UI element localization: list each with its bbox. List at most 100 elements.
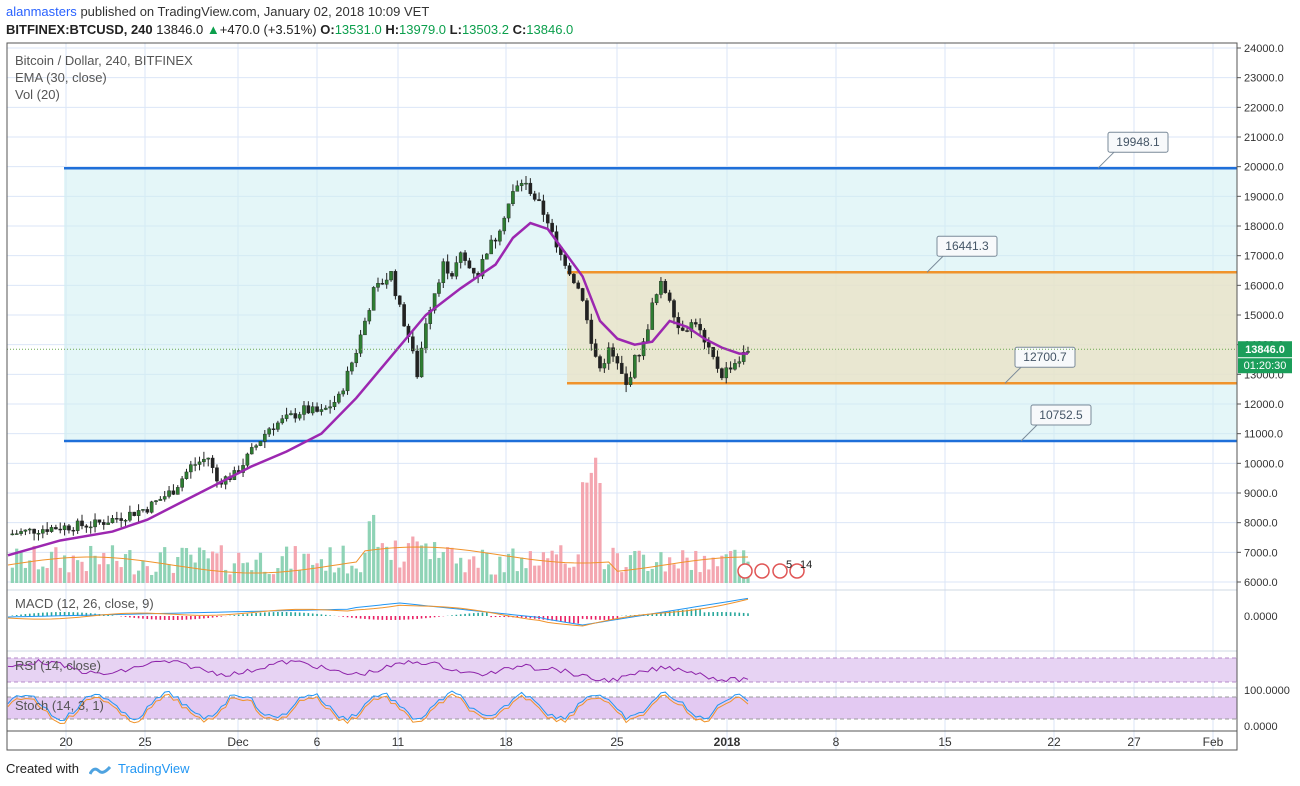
up-arrow-icon: ▲: [206, 22, 220, 37]
volume-bar: [58, 567, 62, 583]
volume-bar: [263, 571, 267, 583]
candle-body: [415, 350, 419, 378]
candle-body: [67, 525, 71, 531]
volume-bar: [685, 557, 689, 583]
volume-bar: [720, 555, 724, 583]
candle-body: [720, 368, 724, 379]
legend-title: Bitcoin / Dollar, 240, BITFINEX: [15, 53, 193, 68]
price-change: +470.0 (+3.51%): [219, 22, 317, 37]
volume-bar: [367, 521, 371, 583]
candle-body: [741, 351, 746, 362]
candle-body: [128, 511, 132, 521]
x-tick-label: 25: [138, 735, 152, 749]
volume-bar: [280, 556, 284, 583]
candle-body: [615, 356, 620, 364]
candle-body: [141, 509, 145, 511]
candle-body: [197, 461, 202, 465]
candle-body: [154, 500, 158, 503]
candle-body: [650, 302, 655, 330]
candle-body: [402, 304, 406, 327]
volume-bar: [15, 548, 19, 583]
candle-body: [411, 336, 415, 352]
stoch-top-label: 100.0000: [1244, 685, 1290, 697]
volume-bar: [389, 559, 393, 583]
candle-body: [167, 490, 171, 497]
volume-bar: [454, 563, 458, 583]
volume-bar: [511, 548, 515, 583]
candle-body: [106, 522, 110, 525]
candle-body: [58, 528, 63, 531]
volume-bar: [358, 572, 363, 583]
candle-body: [598, 356, 602, 369]
candle-body: [149, 501, 154, 513]
zones[interactable]: 19948.1 16441.3 12700.7 10752.5: [64, 131, 1237, 443]
volume-bar: [193, 562, 197, 583]
candle-body: [97, 519, 102, 523]
candle-body: [445, 261, 450, 274]
volume-bar: [620, 572, 624, 583]
volume-bar: [206, 558, 210, 583]
candle-body: [524, 182, 528, 185]
event-count-a: 5: [786, 559, 792, 571]
candle-body: [680, 327, 685, 331]
series-lines: 5 14: [7, 221, 1237, 579]
volume-bar: [224, 569, 228, 583]
open-value: 13531.0: [334, 22, 382, 37]
volume-bar: [141, 560, 145, 583]
x-tick-label: 11: [392, 735, 405, 749]
macd-line: [7, 597, 749, 626]
volume-bar: [676, 568, 680, 583]
candle-body: [145, 509, 150, 513]
volume-bar: [424, 543, 428, 583]
volume-bar: [659, 552, 663, 583]
footer-brand[interactable]: TradingView: [118, 761, 190, 776]
x-tick-label: 18: [499, 735, 513, 749]
candle-body: [36, 533, 41, 535]
candle-body: [341, 390, 345, 395]
close-value: 13846.0: [526, 22, 574, 37]
axes: 24000.0 23000.0 22000.0 21000.0 20000.0 19000…: [6, 42, 1292, 751]
last-price: 13846.0: [156, 22, 204, 37]
candle-body: [267, 428, 271, 435]
volume-bar: [41, 566, 45, 583]
volume-bar: [171, 572, 176, 583]
y-tick-label: 24000.0: [1244, 43, 1284, 55]
callout-box: [936, 235, 998, 257]
volume-bar: [724, 554, 728, 583]
candle-body: [493, 239, 498, 242]
candle-body: [737, 361, 742, 364]
rsi-line: [7, 658, 749, 683]
author-link[interactable]: alanmasters: [6, 4, 77, 19]
stoch-band: [7, 697, 1237, 719]
volume-bar: [197, 547, 202, 583]
candle-body: [576, 282, 581, 289]
volume-bar: [546, 558, 550, 583]
y-tick-label: 8000.0: [1244, 518, 1278, 530]
volume-ma-line: [7, 546, 749, 574]
candle-body: [210, 457, 215, 468]
zone-orange: [567, 272, 1237, 384]
volume-bar: [611, 547, 615, 583]
candle-body: [323, 407, 328, 410]
candle-body: [515, 185, 520, 192]
candle-body: [441, 261, 446, 284]
volume-bar: [254, 559, 258, 583]
volume-bar: [163, 547, 167, 583]
volume-bar: [328, 547, 332, 583]
candle-body: [328, 406, 332, 409]
ema-line: [7, 221, 748, 557]
volume-bar: [158, 552, 162, 583]
candle-body: [162, 496, 167, 500]
volume-bar: [633, 551, 637, 583]
candle-body: [498, 230, 502, 242]
volume-bar: [267, 574, 271, 583]
volume-bar: [184, 548, 189, 583]
candle-body: [280, 418, 285, 424]
candle-body: [672, 300, 676, 318]
y-tick-label: 21000.0: [1244, 132, 1284, 144]
volume-bar: [132, 574, 136, 583]
volume-bar: [572, 566, 576, 583]
x-tick-label: 25: [610, 735, 624, 749]
candle-body: [110, 518, 115, 524]
